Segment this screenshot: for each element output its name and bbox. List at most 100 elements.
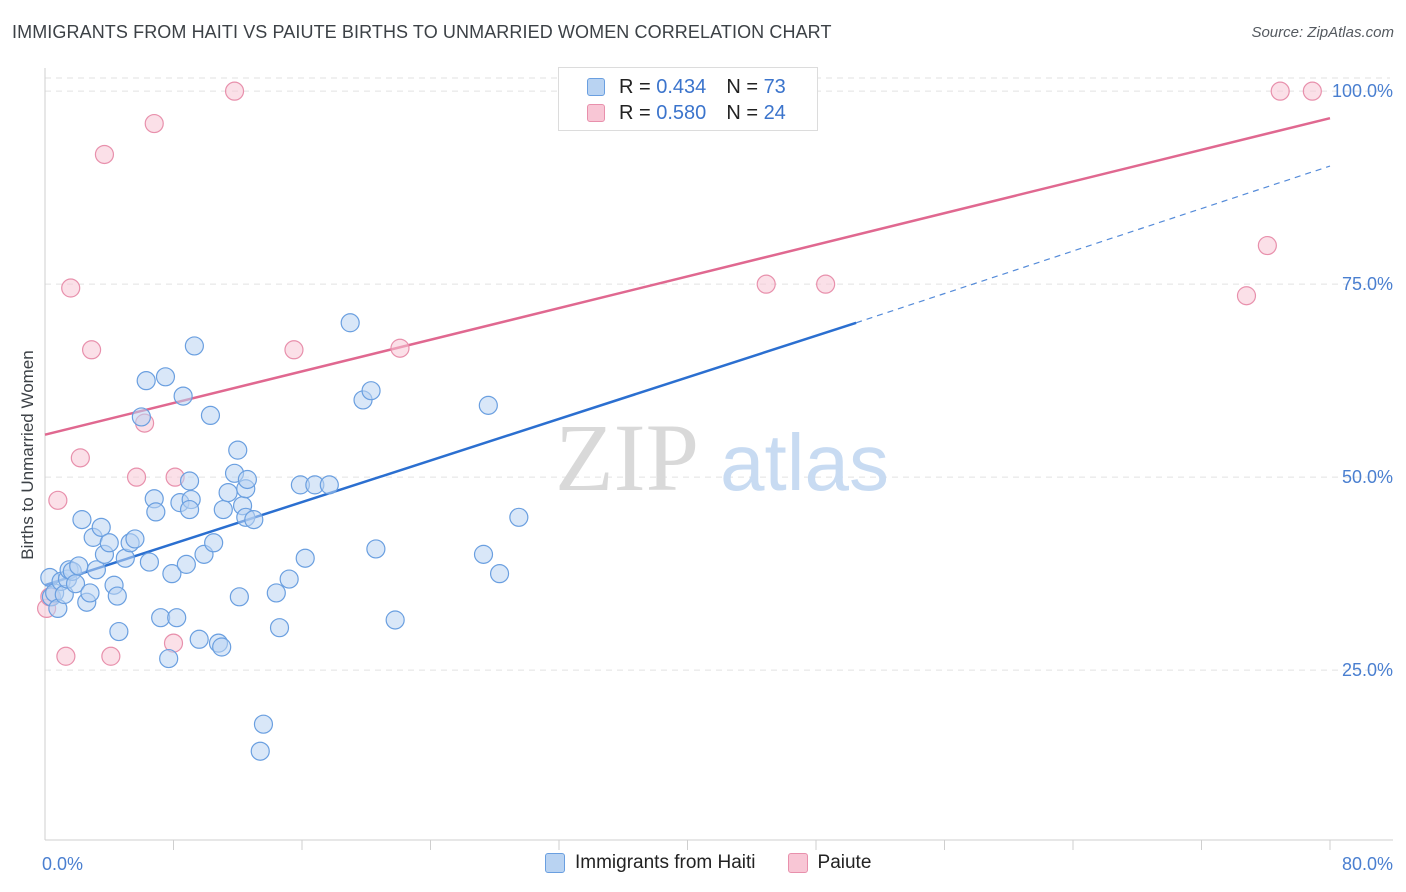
paiute-point xyxy=(144,113,164,134)
y-tick-label: 100.0% xyxy=(1332,81,1393,101)
haiti-point xyxy=(176,554,196,574)
haiti-point xyxy=(99,533,119,553)
legend-n-label: N = xyxy=(726,101,764,124)
paiute-point xyxy=(224,81,245,101)
haiti-point xyxy=(179,471,200,491)
paiute-point xyxy=(61,278,81,298)
haiti-point xyxy=(80,583,100,603)
haiti-point xyxy=(155,367,176,387)
haiti-point xyxy=(162,564,182,584)
y-tick-label: 25.0% xyxy=(1342,660,1393,680)
haiti-point xyxy=(179,499,200,520)
haiti-point xyxy=(295,548,315,568)
paiute-point xyxy=(816,274,836,294)
y-axis-label: Births to Unmarried Women xyxy=(18,350,37,559)
haiti-point xyxy=(509,507,529,527)
haiti-point xyxy=(253,714,274,734)
haiti-trend-line xyxy=(44,321,857,587)
haiti-point xyxy=(200,405,221,425)
legend-r-label: R = xyxy=(619,75,657,98)
legend-label-paiute: Paiute xyxy=(817,852,872,873)
paiute-point xyxy=(1302,81,1322,101)
paiute-point xyxy=(284,340,304,360)
paiute-point xyxy=(1270,81,1290,101)
legend-n-label: N = xyxy=(726,75,764,98)
paiute-point xyxy=(1257,235,1277,256)
chart-title: IMMIGRANTS FROM HAITI VS PAIUTE BIRTHS T… xyxy=(12,22,832,42)
paiute-point xyxy=(1236,286,1257,306)
legend-swatch-paiute xyxy=(787,853,808,873)
haiti-point xyxy=(361,381,381,401)
legend-n-value: 73 xyxy=(763,75,786,98)
paiute-point xyxy=(390,338,410,358)
haiti-point xyxy=(91,517,111,537)
haiti-point xyxy=(473,544,494,564)
haiti-point xyxy=(139,552,160,572)
legend-swatch-haiti xyxy=(545,853,565,873)
stats-legend: R = 0.434 N = 73 R = 0.580 N = 24 xyxy=(558,67,818,131)
paiute-point xyxy=(94,144,115,165)
paiute-point xyxy=(70,448,90,468)
haiti-point xyxy=(244,510,264,530)
tick-labels: 25.0% 50.0% 75.0% 100.0% 0.0% 80.0% xyxy=(42,81,1393,874)
haiti-point xyxy=(167,608,187,628)
haiti-point xyxy=(173,386,193,406)
paiute-trend-line xyxy=(44,116,1331,436)
haiti-points xyxy=(40,81,770,761)
haiti-point xyxy=(86,560,107,580)
haiti-point xyxy=(146,502,166,522)
paiute-point xyxy=(126,467,147,487)
legend-row-paiute: R = 0.580 N = 24 xyxy=(587,101,786,125)
legend-item-haiti[interactable]: Immigrants from Haiti xyxy=(545,852,756,874)
paiute-point xyxy=(56,646,76,666)
haiti-point xyxy=(366,539,386,559)
haiti-point xyxy=(151,608,171,628)
paiute-point xyxy=(81,340,102,360)
haiti-point xyxy=(131,407,151,427)
x-tick-label-max: 80.0% xyxy=(1342,854,1393,874)
watermark-zip: ZIP xyxy=(555,404,699,511)
watermark-atlas: atlas xyxy=(720,418,889,507)
haiti-point xyxy=(107,586,127,606)
source-label: Source: ZipAtlas.com xyxy=(1251,24,1394,41)
gridlines xyxy=(45,77,1390,671)
legend-swatch-haiti xyxy=(587,78,605,96)
haiti-point xyxy=(489,564,510,584)
haiti-point xyxy=(478,395,498,415)
haiti-point xyxy=(204,533,224,553)
haiti-point xyxy=(109,621,129,642)
haiti-point xyxy=(218,483,238,503)
series-legend: Immigrants from Haiti Paiute xyxy=(545,852,903,874)
haiti-point xyxy=(189,629,209,649)
haiti-point xyxy=(213,499,233,520)
haiti-point xyxy=(269,618,290,638)
y-tick-label: 50.0% xyxy=(1342,467,1393,487)
legend-label-haiti: Immigrants from Haiti xyxy=(575,852,756,873)
haiti-point xyxy=(159,648,179,669)
legend-row-haiti: R = 0.434 N = 73 xyxy=(587,75,786,99)
legend-r-value: 0.580 xyxy=(656,101,707,124)
paiute-point xyxy=(756,274,776,294)
haiti-point xyxy=(229,587,249,607)
haiti-point xyxy=(136,371,156,391)
x-tick-label-min: 0.0% xyxy=(42,854,83,874)
paiute-point xyxy=(48,490,68,510)
haiti-point xyxy=(237,469,257,490)
haiti-point xyxy=(228,440,248,460)
watermark: ZIP atlas xyxy=(555,404,889,511)
y-tick-label: 75.0% xyxy=(1342,274,1393,294)
legend-n-value: 24 xyxy=(763,101,786,124)
legend-r-label: R = xyxy=(619,101,657,124)
haiti-point xyxy=(125,529,145,549)
haiti-point xyxy=(266,583,286,603)
haiti-point xyxy=(69,556,89,576)
haiti-point xyxy=(319,475,339,495)
paiute-point xyxy=(101,646,121,666)
haiti-point xyxy=(184,336,204,356)
haiti-point xyxy=(250,741,270,761)
haiti-point xyxy=(279,569,299,589)
paiute-points xyxy=(37,81,1322,666)
trend-lines xyxy=(44,116,1331,587)
legend-item-paiute[interactable]: Paiute xyxy=(787,852,872,874)
